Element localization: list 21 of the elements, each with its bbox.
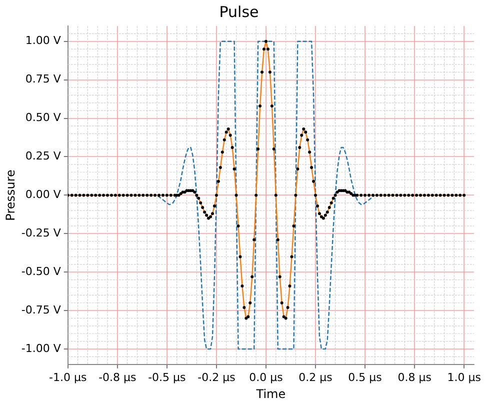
y-tick-label: 1.00 V xyxy=(25,34,62,48)
x-tick-label: -0.5 µs xyxy=(148,370,186,384)
y-tick-label: -0.25 V xyxy=(21,226,62,240)
y-tick-label: 0.00 V xyxy=(25,188,62,202)
chart-title: Pulse xyxy=(219,2,259,21)
x-axis-title: Time xyxy=(255,386,286,401)
x-tick-label: 0.8 µs xyxy=(398,370,432,384)
y-tick-label: 0.50 V xyxy=(25,111,62,124)
x-tick-label: 0.0 µs xyxy=(249,370,284,384)
x-tick-label: -0.2 µs xyxy=(198,370,236,384)
x-tick-label: -0.8 µs xyxy=(98,370,137,384)
x-tick-label: -1.0 µs xyxy=(49,370,87,384)
y-axis-title: Pressure xyxy=(3,170,18,221)
y-tick-label: 0.75 V xyxy=(25,72,62,86)
y-tick-label: -0.50 V xyxy=(21,264,62,278)
y-tick-label: 0.25 V xyxy=(25,150,62,163)
x-tick-label: 0.5 µs xyxy=(348,370,382,384)
x-tick-label: 1.0 µs xyxy=(447,370,482,384)
y-tick-label: -1.00 V xyxy=(21,342,62,355)
x-tick-label: 0.2 µs xyxy=(298,370,333,384)
y-tick-label: -0.75 V xyxy=(21,303,62,316)
